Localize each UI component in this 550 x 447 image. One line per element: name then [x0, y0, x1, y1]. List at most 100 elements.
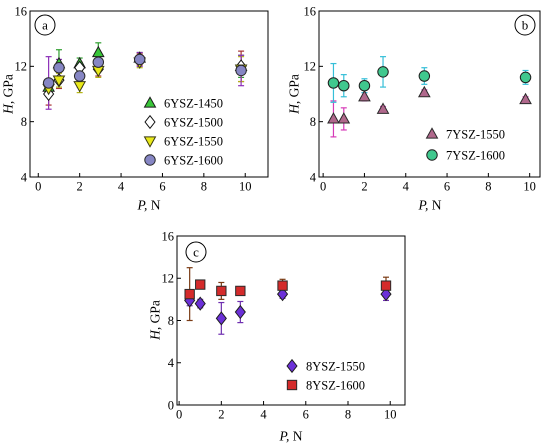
- y-tick-label: 16: [162, 229, 175, 243]
- data-point: [133, 53, 146, 66]
- legend: 8YSZ-1550 8YSZ-1600: [286, 358, 365, 393]
- legend-entry: 6YSZ-1500: [144, 114, 223, 130]
- y-tick-label: 4: [168, 356, 175, 370]
- x-tick-label: 4: [118, 180, 125, 194]
- data-point: [376, 102, 390, 114]
- plot-frame: [318, 10, 541, 178]
- series-7ysz-1550: [327, 85, 532, 124]
- data-point: [338, 79, 350, 92]
- legend-marker: [426, 149, 438, 161]
- data-point: [277, 280, 288, 291]
- legend-entry: 6YSZ-1450: [143, 96, 223, 111]
- data-point: [377, 66, 389, 78]
- legend-label: 6YSZ-1500: [164, 116, 223, 130]
- legend-label: 7YSZ-1550: [446, 128, 505, 142]
- series-8ysz-1600: [184, 279, 392, 300]
- data-point: [358, 89, 371, 102]
- x-tick-label: 2: [218, 408, 224, 422]
- data-point: [327, 112, 340, 124]
- data-point: [53, 61, 65, 74]
- data-point: [215, 311, 227, 326]
- series-6ysz-1550: [42, 57, 248, 96]
- data-point: [216, 285, 227, 297]
- x-axis-label: P, N: [137, 197, 161, 213]
- series-8ysz-1550: [184, 286, 392, 326]
- y-tick-label: 4: [310, 170, 317, 184]
- series-6ysz-1450: [42, 45, 248, 92]
- legend: 7YSZ-1550 7YSZ-1600: [425, 127, 505, 163]
- x-tick-label: 8: [485, 180, 491, 194]
- data-point: [418, 70, 431, 82]
- legend: 6YSZ-1450 6YSZ-1500 6YSZ-1550 6YSZ-1600: [143, 96, 223, 168]
- legend-entry: 7YSZ-1600: [426, 149, 505, 163]
- x-tick-label: 8: [201, 180, 207, 194]
- data-point: [52, 75, 66, 87]
- data-point: [195, 279, 206, 290]
- plot-frame: [176, 235, 406, 406]
- data-point: [184, 288, 195, 300]
- legend-label: 7YSZ-1600: [446, 149, 505, 163]
- panel-label: c: [193, 244, 199, 259]
- data-point: [276, 286, 289, 302]
- panel-label: a: [42, 17, 48, 32]
- y-tick-label: 16: [15, 4, 28, 18]
- y-axis-label: H, GPa: [147, 300, 163, 340]
- x-tick-label: 0: [320, 180, 326, 194]
- x-tick-label: 10: [523, 180, 536, 194]
- x-tick-label: 2: [361, 180, 367, 194]
- x-tick-label: 0: [35, 180, 41, 194]
- y-tick-label: 16: [304, 4, 317, 18]
- data-point: [42, 77, 55, 89]
- legend-entry: 7YSZ-1550: [425, 127, 505, 142]
- legend-marker: [425, 127, 439, 139]
- x-tick-label: 6: [303, 408, 309, 422]
- x-tick-label: 2: [77, 180, 83, 194]
- data-point: [73, 70, 86, 82]
- x-tick-label: 4: [403, 180, 410, 194]
- data-point: [234, 304, 246, 320]
- legend-marker: [144, 114, 156, 130]
- legend-marker: [144, 154, 156, 166]
- legend-marker: [286, 379, 298, 391]
- data-point: [337, 112, 351, 124]
- legend-label: 6YSZ-1550: [164, 135, 223, 149]
- legend-label: 8YSZ-1600: [306, 379, 365, 393]
- legend-entry: 6YSZ-1550: [143, 135, 223, 149]
- legend-marker: [143, 96, 157, 108]
- y-axis-label: H, GPa: [286, 74, 302, 114]
- legend-marker: [286, 358, 298, 374]
- chart-panel-c: 0 2 4 6 8 10 0 4 8 12 16 8YSZ-1550 8YSZ-1600 c: [162, 229, 406, 422]
- x-tick-label: 6: [444, 180, 450, 194]
- y-tick-label: 12: [304, 60, 317, 74]
- panel-label-badge: a: [34, 14, 56, 36]
- panel-label-badge: b: [514, 14, 536, 36]
- x-tick-label: 10: [384, 408, 397, 422]
- y-tick-label: 8: [21, 115, 27, 129]
- legend-marker: [143, 136, 157, 148]
- y-tick-label: 0: [168, 398, 174, 412]
- data-point: [327, 77, 340, 89]
- data-point: [417, 85, 431, 98]
- plot-frame: [29, 10, 269, 178]
- legend-entry: 8YSZ-1600: [286, 379, 365, 393]
- y-tick-label: 12: [162, 272, 175, 286]
- x-tick-label: 0: [176, 408, 182, 422]
- data-point: [235, 285, 246, 297]
- data-point: [92, 56, 105, 68]
- chart-panel-b: 0 2 4 6 8 10 4 8 12 16 7YSZ-1550 7YSZ-1600 b: [304, 4, 541, 194]
- y-tick-label: 8: [310, 115, 316, 129]
- y-tick-label: 12: [15, 60, 28, 74]
- legend-entry: 8YSZ-1550: [286, 358, 365, 374]
- y-axis-label: H, GPa: [0, 74, 16, 114]
- legend-label: 8YSZ-1550: [306, 360, 365, 374]
- legend-label: 6YSZ-1600: [164, 154, 223, 168]
- panel-label: b: [522, 17, 529, 32]
- data-point: [194, 296, 206, 311]
- panel-label-badge: c: [185, 241, 207, 263]
- x-tick-label: 6: [159, 180, 165, 194]
- x-axis-label: P, N: [418, 197, 442, 213]
- data-point: [380, 280, 392, 291]
- x-tick-label: 10: [239, 180, 252, 194]
- data-point: [358, 79, 371, 92]
